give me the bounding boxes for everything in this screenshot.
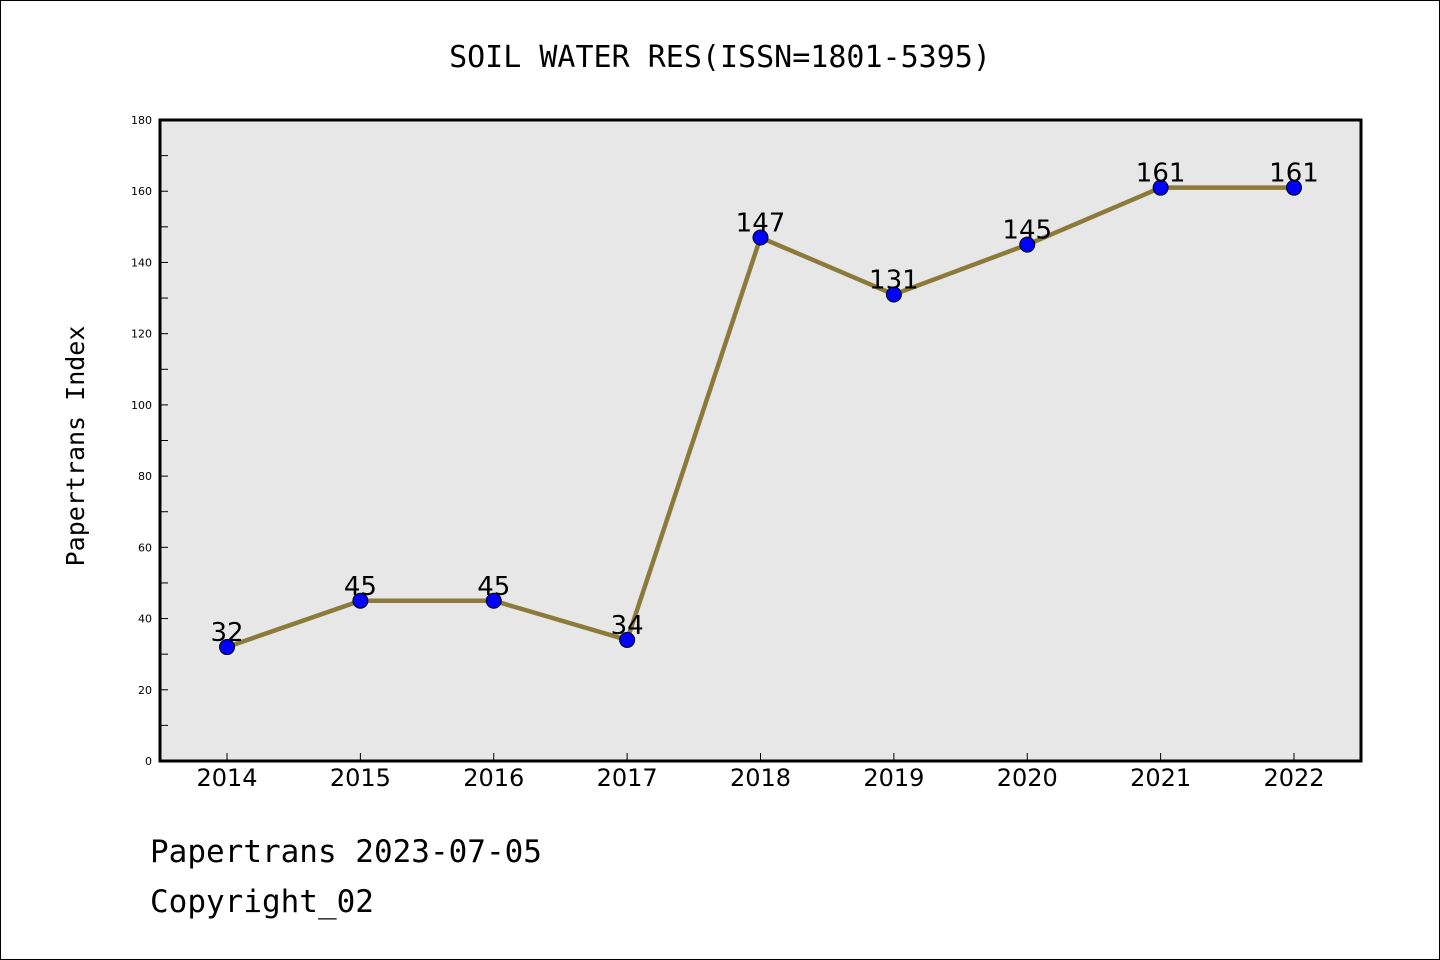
y-tick-label: 120 (131, 328, 152, 341)
y-tick-label: 80 (138, 470, 152, 483)
y-tick-label: 20 (138, 684, 152, 697)
data-labels: 32 45 45 34 147 131 145 161 161 (210, 159, 1318, 648)
x-tick-label: 2022 (1263, 764, 1324, 792)
x-tick-label: 2020 (997, 764, 1058, 792)
data-label-2016: 45 (477, 572, 510, 602)
x-axis-ticks: 2014 2015 2016 2017 2018 2019 2020 2021 2022 (196, 753, 1325, 792)
data-point-2019 (885, 286, 902, 303)
plot-area (158, 118, 1363, 763)
data-point-2016 (485, 592, 502, 609)
x-tick-label: 2016 (463, 764, 524, 792)
data-point-2018 (752, 229, 769, 246)
data-point-2014 (219, 639, 235, 656)
x-tick-label: 2021 (1130, 764, 1191, 792)
data-point-2022 (1286, 179, 1302, 196)
data-label-2019: 131 (869, 265, 919, 295)
y-axis-label: Papertrans Index (61, 326, 90, 567)
data-point-2020 (1019, 236, 1036, 253)
y-tick-label: 100 (131, 399, 152, 412)
x-tick-label: 2015 (330, 764, 391, 792)
y-tick-label: 160 (131, 185, 152, 198)
y-axis-ticks: 0 20 40 60 80 100 120 140 160 180 (131, 114, 168, 768)
footer-copyright: Copyright_02 (150, 884, 374, 920)
x-tick-label: 2017 (597, 764, 658, 792)
data-point-2017 (619, 631, 636, 648)
x-tick-label: 2014 (196, 764, 257, 792)
y-tick-label: 0 (145, 755, 152, 768)
data-point-2015 (352, 592, 369, 609)
y-tick-label: 180 (131, 114, 152, 127)
y-tick-label: 40 (138, 613, 152, 626)
data-label-2020: 145 (1002, 216, 1052, 246)
chart-title: SOIL WATER RES(ISSN=1801-5395) (449, 40, 991, 75)
x-tick-label: 2018 (730, 764, 791, 792)
data-label-2017: 34 (611, 611, 644, 641)
y-tick-label: 60 (138, 541, 152, 554)
data-label-2015: 45 (344, 572, 377, 602)
footer-date: Papertrans 2023-07-05 (150, 834, 542, 870)
data-label-2014: 32 (210, 618, 243, 648)
data-point-2021 (1152, 179, 1169, 196)
data-label-2021: 161 (1136, 159, 1186, 189)
y-tick-label: 140 (131, 256, 152, 269)
data-label-2022: 161 (1269, 159, 1319, 189)
x-tick-label: 2019 (863, 764, 924, 792)
data-label-2018: 147 (736, 209, 786, 239)
data-markers (219, 179, 1302, 656)
